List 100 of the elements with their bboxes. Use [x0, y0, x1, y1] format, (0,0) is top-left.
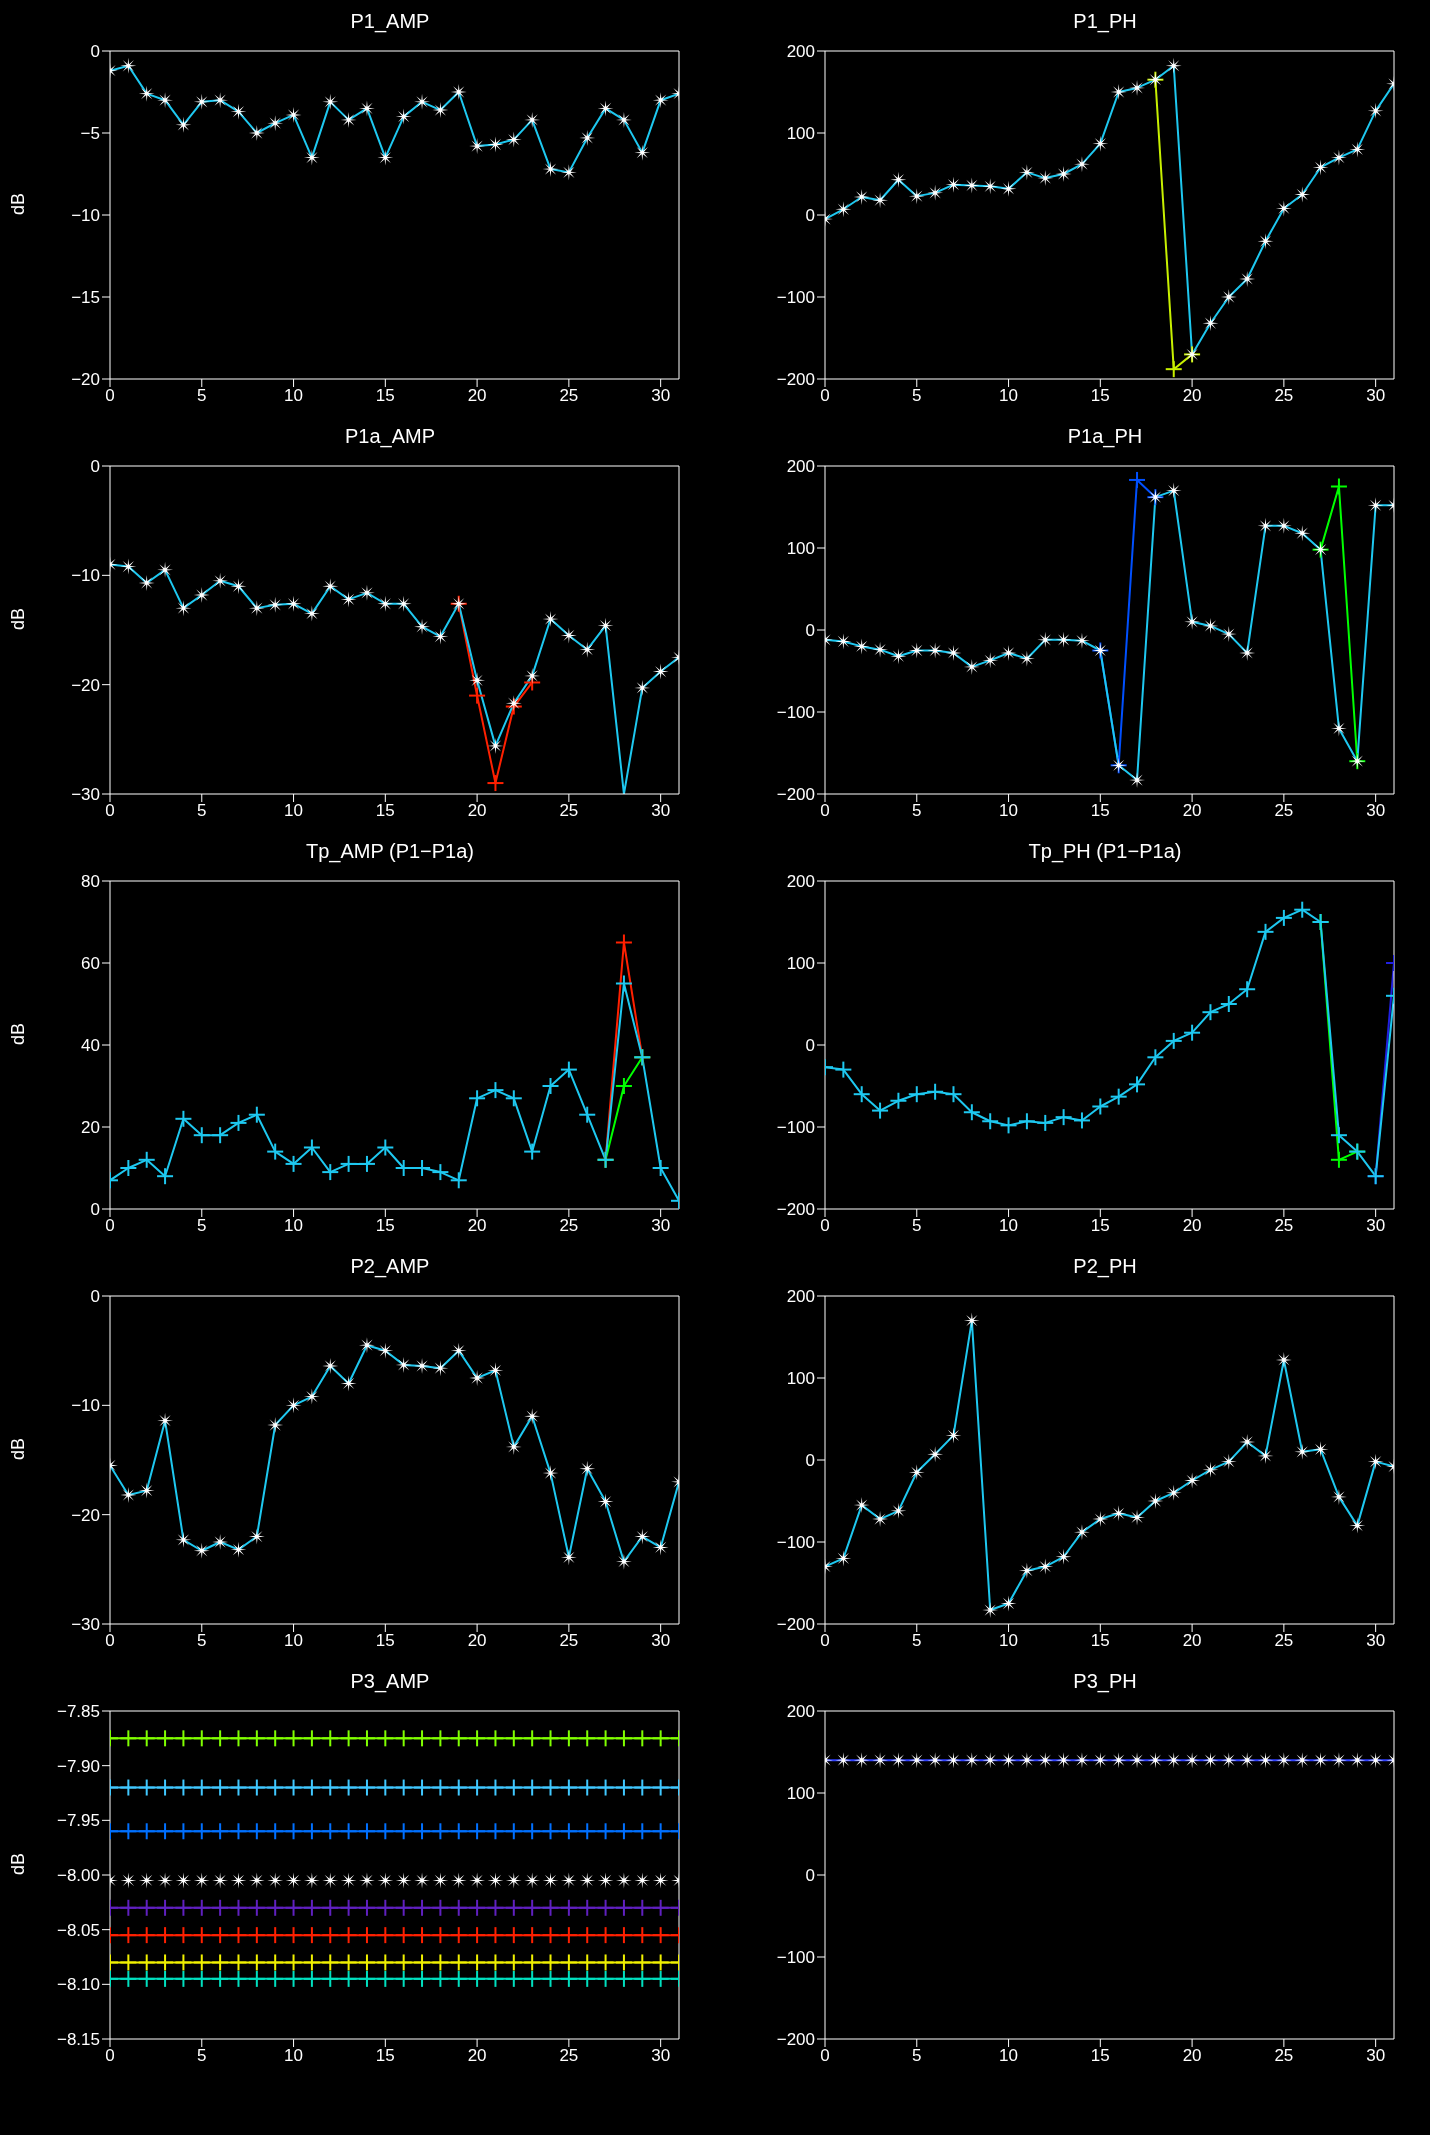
chart-title: P3_AMP	[349, 1670, 431, 1695]
x-tick-label: 5	[912, 2046, 922, 2066]
point	[285, 595, 302, 612]
x-tick-label: 15	[1090, 1631, 1110, 1651]
point	[450, 1872, 467, 1889]
point	[945, 1427, 962, 1444]
x-tick-label: 5	[912, 386, 922, 406]
point	[524, 111, 541, 128]
x-tick-label: 25	[1274, 386, 1294, 406]
x-tick-label: 5	[197, 386, 207, 406]
point	[1110, 1505, 1127, 1522]
point	[395, 108, 412, 125]
point	[193, 1542, 210, 1559]
point	[597, 1872, 614, 1889]
point	[1092, 135, 1109, 152]
point	[1294, 1443, 1311, 1460]
y-tick-label: −7.85	[56, 1702, 100, 1722]
y-tick-label: −20	[71, 675, 100, 695]
chart-title: P2_PH	[1072, 1255, 1138, 1280]
y-tick-label: 40	[81, 1036, 100, 1056]
y-tick-label: −15	[71, 288, 100, 308]
point	[322, 578, 339, 595]
point	[890, 171, 907, 188]
point	[1165, 57, 1182, 74]
point	[175, 1872, 192, 1889]
point	[634, 1872, 651, 1889]
point	[230, 1541, 247, 1558]
x-tick-label: 0	[105, 2046, 115, 2066]
point	[267, 596, 284, 613]
x-tick-label: 30	[1366, 1631, 1386, 1651]
point	[1367, 1453, 1384, 1470]
point	[945, 176, 962, 193]
point	[597, 100, 614, 117]
point	[285, 1872, 302, 1889]
x-tick-label: 15	[1090, 1216, 1110, 1236]
point	[652, 663, 669, 680]
y-tick-label: −7.90	[56, 1756, 100, 1776]
chart-title: P2_AMP	[349, 1255, 431, 1280]
y-tick-label: 0	[90, 1200, 100, 1220]
point	[1312, 1441, 1329, 1458]
x-tick-label: 10	[284, 1631, 304, 1651]
x-tick-label: 25	[1274, 801, 1294, 821]
x-tick-label: 20	[467, 2046, 487, 2066]
point	[1294, 525, 1311, 542]
y-tick-label: 200	[786, 42, 815, 62]
point	[963, 658, 980, 675]
y-tick-label: 0	[805, 1451, 815, 1471]
point	[138, 1482, 155, 1499]
point	[432, 1872, 449, 1889]
point	[1257, 233, 1274, 250]
x-tick-label: 25	[1274, 1216, 1294, 1236]
x-tick-label: 25	[559, 1216, 579, 1236]
point	[835, 1550, 852, 1567]
point	[248, 600, 265, 617]
x-tick-label: 25	[559, 2046, 579, 2066]
point	[1129, 772, 1146, 789]
y-tick-label: −5	[80, 124, 100, 144]
y-tick-label: −200	[776, 2030, 815, 2050]
x-tick-label: 30	[1366, 1216, 1386, 1236]
x-tick-label: 25	[559, 386, 579, 406]
chart-title: P1_PH	[1072, 10, 1138, 35]
point	[340, 1375, 357, 1392]
point	[395, 1872, 412, 1889]
y-axis-title: dB	[8, 607, 29, 630]
point	[1165, 1484, 1182, 1501]
y-tick-label: −10	[71, 206, 100, 226]
y-tick-label: 200	[786, 457, 815, 477]
x-tick-label: 30	[1366, 2046, 1386, 2066]
y-tick-label: −8.05	[56, 1920, 100, 1940]
y-tick-label: −30	[71, 785, 100, 805]
x-tick-label: 25	[559, 801, 579, 821]
point	[267, 115, 284, 132]
point	[120, 558, 137, 575]
x-tick-label: 30	[1366, 801, 1386, 821]
y-tick-label: 60	[81, 954, 100, 974]
point	[579, 641, 596, 658]
x-tick-label: 20	[467, 386, 487, 406]
chart-title: P3_PH	[1072, 1670, 1138, 1695]
point	[597, 617, 614, 634]
y-tick-label: 0	[805, 621, 815, 641]
point	[872, 1511, 889, 1528]
x-tick-label: 10	[999, 386, 1019, 406]
x-tick-label: 15	[375, 1216, 395, 1236]
point	[120, 1872, 137, 1889]
point	[1367, 497, 1384, 514]
y-tick-label: −200	[776, 1615, 815, 1635]
chart-title: Tp_PH (P1−P1a)	[1027, 840, 1183, 865]
point	[1165, 482, 1182, 499]
x-tick-label: 10	[284, 2046, 304, 2066]
point	[377, 595, 394, 612]
point	[175, 116, 192, 133]
x-tick-label: 5	[197, 801, 207, 821]
point	[853, 638, 870, 655]
y-tick-label: 0	[90, 457, 100, 477]
x-tick-label: 30	[651, 2046, 671, 2066]
x-tick-label: 30	[651, 1631, 671, 1651]
x-tick-label: 30	[651, 801, 671, 821]
x-tick-label: 30	[651, 386, 671, 406]
x-tick-label: 5	[912, 1216, 922, 1236]
x-tick-label: 20	[1182, 386, 1202, 406]
